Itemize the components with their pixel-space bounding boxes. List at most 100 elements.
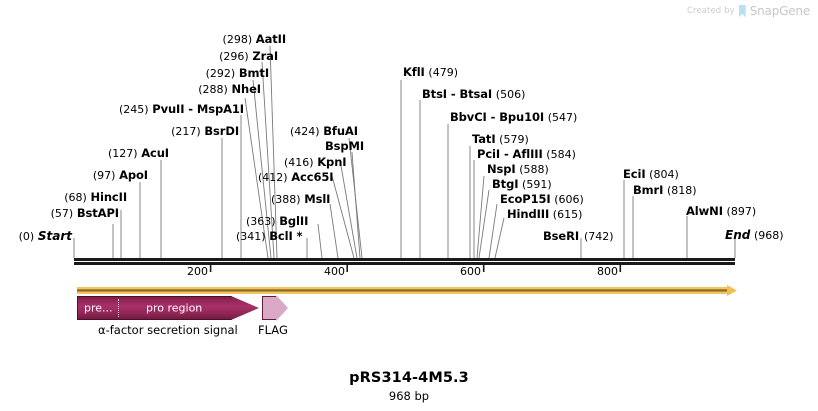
site-label-kpni[interactable]: (416) KpnI xyxy=(284,155,347,169)
site-label-alwni[interactable]: AlwNI (897) xyxy=(686,205,756,218)
site-position: (97) xyxy=(92,169,116,182)
feature-alpha-factor-secretion-signal[interactable]: pre... pro region xyxy=(77,296,260,320)
site-name: BseRI xyxy=(542,229,579,243)
site-label-acui[interactable]: (127) AcuI xyxy=(108,147,169,160)
ruler-tick-label-200: 200 xyxy=(187,265,208,278)
site-label-bfuai[interactable]: (424) BfuAI xyxy=(290,125,358,138)
site-label-start[interactable]: (0) Start xyxy=(19,230,72,243)
site-label-acc65i[interactable]: (412) Acc65I xyxy=(258,170,334,184)
orf-direction-arrow xyxy=(77,285,737,296)
site-name: BstAPI xyxy=(76,206,119,220)
site-label-ecop15i[interactable]: EcoP15I (606) xyxy=(500,193,584,206)
site-label-apoi[interactable]: (97) ApoI xyxy=(93,169,148,182)
site-label-msli[interactable]: (388) MslI xyxy=(271,193,330,206)
feature-segment-pre-label: pre... xyxy=(84,301,113,315)
feature-arrow-head-icon xyxy=(231,296,259,320)
site-name: KpnI xyxy=(317,155,347,169)
site-label-btsi-btsai[interactable]: BtsI - BtsaI (506) xyxy=(422,88,525,101)
site-label-bmti[interactable]: (292) BmtI xyxy=(206,67,269,80)
site-label-end[interactable]: End (968) xyxy=(725,229,784,242)
site-position: (591) xyxy=(522,178,552,191)
site-name: HincII xyxy=(90,190,127,204)
site-position: (506) xyxy=(495,88,526,101)
site-label-bmri[interactable]: BmrI (818) xyxy=(633,184,697,197)
feature-caption-secretion-signal: α-factor secretion signal xyxy=(98,323,238,337)
map-title-block: pRS314-4M5.3 968 bp xyxy=(0,370,818,403)
site-position: (363) xyxy=(246,215,276,228)
start-label: Start xyxy=(37,229,72,243)
ruler-tick-label-400: 400 xyxy=(324,265,345,278)
site-label-pcii-afliii[interactable]: PciI - AflIII (584) xyxy=(477,148,576,161)
site-name: AlwNI xyxy=(686,204,723,218)
site-name: EcoP15I xyxy=(500,192,551,206)
feature-flag-tag[interactable] xyxy=(262,295,288,321)
feature-segment-divider xyxy=(118,299,119,317)
site-position-bseri[interactable]: (742) xyxy=(584,230,614,243)
site-label-ecii[interactable]: EciI (804) xyxy=(623,168,679,181)
site-position: (127) xyxy=(107,147,138,160)
watermark-brand-text: SnapGene xyxy=(749,4,810,18)
site-name: EciI xyxy=(623,167,646,181)
site-name: BtsI - BtsaI xyxy=(422,87,493,101)
site-label-pvuii-mspa1i[interactable]: (245) PvuII - MspA1I xyxy=(119,103,244,116)
snapgene-watermark: Created by SnapGene xyxy=(687,4,810,18)
site-name: BtgI xyxy=(492,177,519,191)
site-label-tati[interactable]: TatI (579) xyxy=(472,133,529,146)
site-name: ApoI xyxy=(119,168,148,182)
site-label-bstapi[interactable]: (57) BstAPI xyxy=(51,207,119,220)
site-position: (388) xyxy=(271,193,301,206)
plasmid-size-label: 968 bp xyxy=(388,389,430,403)
start-position: (0) xyxy=(18,230,35,243)
site-name: Acc65I xyxy=(291,170,334,184)
watermark-created-by-text: Created by xyxy=(686,6,735,16)
site-position: (579) xyxy=(499,133,529,146)
site-position: (818) xyxy=(666,184,697,197)
site-position: (897) xyxy=(726,205,757,218)
site-name: BbvCI - Bpu10I xyxy=(450,110,545,124)
site-position: (416) xyxy=(284,156,314,169)
site-label-zrai[interactable]: (296) ZraI xyxy=(219,50,278,63)
site-label-hindiii[interactable]: HindIII (615) xyxy=(507,208,582,221)
site-label-bglii[interactable]: (363) BglII xyxy=(246,215,308,228)
site-position: (298) xyxy=(222,33,253,46)
site-position: (479) xyxy=(428,66,458,79)
backbone-strand-top xyxy=(74,258,735,261)
orf-arrow-head-icon xyxy=(727,285,737,296)
end-position: (968) xyxy=(754,229,784,242)
site-position: (68) xyxy=(64,191,87,204)
backbone-strand-bottom xyxy=(74,262,735,265)
site-label-nspi[interactable]: NspI (588) xyxy=(487,163,549,176)
site-label-bbvci-bpu10i[interactable]: BbvCI - Bpu10I (547) xyxy=(450,111,577,124)
site-name: NheI xyxy=(231,82,262,96)
site-name: TatI xyxy=(472,132,496,146)
site-name: BmrI xyxy=(633,183,664,197)
site-name: BfuAI xyxy=(323,124,358,138)
site-position: (217) xyxy=(171,125,201,138)
feature-track: pre... pro region α-factor secretion sig… xyxy=(0,295,818,337)
site-position: (615) xyxy=(552,208,583,221)
site-label-bseri[interactable]: BseRI xyxy=(543,230,579,242)
ruler-tick-label-800: 800 xyxy=(597,265,618,278)
site-name: BspMI xyxy=(325,139,365,153)
snapgene-flag-icon xyxy=(738,4,746,18)
site-position: (742) xyxy=(584,230,614,243)
site-label-hincii[interactable]: (68) HincII xyxy=(64,191,127,204)
site-label-btgi[interactable]: BtgI (591) xyxy=(492,178,552,191)
feature-caption-flag: FLAG xyxy=(258,323,288,337)
ruler-tick-label-600: 600 xyxy=(460,265,481,278)
site-label-bcli[interactable]: (341) BclI * xyxy=(236,229,303,243)
site-label-bsrdi[interactable]: (217) BsrDI xyxy=(171,125,239,138)
site-label-nhei[interactable]: (288) NheI xyxy=(198,83,261,96)
site-label-bspmi[interactable]: BspMI xyxy=(325,140,364,152)
site-position: (292) xyxy=(205,67,236,80)
site-name: BmtI xyxy=(238,66,269,80)
site-label-kfli[interactable]: KflI (479) xyxy=(403,66,458,79)
site-name: AatII xyxy=(255,32,286,46)
site-name: HindIII xyxy=(507,207,550,221)
restriction-site-labels: (298) AatII (296) ZraI (292) BmtI (288) … xyxy=(19,32,784,243)
site-name: BclI * xyxy=(269,229,303,243)
site-label-aatii[interactable]: (298) AatII xyxy=(222,32,287,46)
site-position: (606) xyxy=(554,193,584,206)
site-name: AcuI xyxy=(141,146,169,160)
site-name: KflI xyxy=(403,65,425,79)
